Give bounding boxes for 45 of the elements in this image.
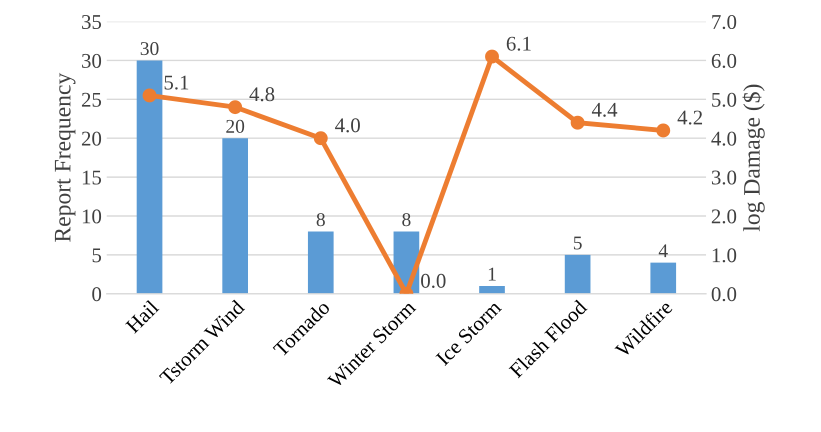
data-label: 4.8 xyxy=(249,87,274,102)
point xyxy=(314,131,328,146)
y-tick-label: 30 xyxy=(82,54,102,68)
point xyxy=(570,116,585,130)
point xyxy=(228,100,242,114)
bar xyxy=(479,286,505,294)
data-label: 6.1 xyxy=(506,36,531,51)
y-tick-label: 10 xyxy=(82,209,102,224)
data-label: 8 xyxy=(402,213,411,226)
y2-tick-label: 0.0 xyxy=(712,287,736,302)
y2-tick-label: 1.0 xyxy=(712,248,736,262)
data-label: 4.0 xyxy=(335,118,360,132)
bar xyxy=(650,262,676,294)
data-label: 1 xyxy=(488,268,496,280)
y2-tick-label: 4.0 xyxy=(711,132,736,146)
data-label: 4.4 xyxy=(592,102,618,117)
data-label: 5 xyxy=(574,236,582,250)
point xyxy=(485,50,499,64)
y-tick-label: 5 xyxy=(92,248,102,262)
data-label: 0.0 xyxy=(421,274,446,288)
bar xyxy=(564,254,590,294)
data-label: 4.2 xyxy=(678,110,702,125)
y-axis-title: Report Frequency xyxy=(54,72,76,242)
y-tick-label: 15 xyxy=(82,170,102,185)
y-tick-label: 35 xyxy=(82,15,102,30)
point xyxy=(656,124,670,138)
bar xyxy=(136,60,162,294)
data-label: 5.1 xyxy=(164,76,188,90)
x-tick-label: Hail xyxy=(124,298,160,334)
y2-tick-label: 6.0 xyxy=(712,54,736,68)
data-label: 8 xyxy=(316,213,325,226)
data-label: 30 xyxy=(140,42,159,56)
y-tick-label: 0 xyxy=(92,287,102,302)
data-label: 4 xyxy=(658,244,668,258)
bar xyxy=(308,232,334,294)
bar xyxy=(222,138,248,294)
y-tick-label: 25 xyxy=(82,92,102,107)
point xyxy=(142,88,156,102)
data-label: 20 xyxy=(226,120,244,133)
y2-tick-label: 5.0 xyxy=(712,92,736,107)
y2-tick-label: 2.0 xyxy=(712,209,736,224)
y-tick-label: 20 xyxy=(82,132,102,146)
y2-axis-title: log Damage ($) xyxy=(742,84,765,232)
y2-tick-label: 7.0 xyxy=(712,14,736,30)
y2-tick-label: 3.0 xyxy=(712,170,736,185)
